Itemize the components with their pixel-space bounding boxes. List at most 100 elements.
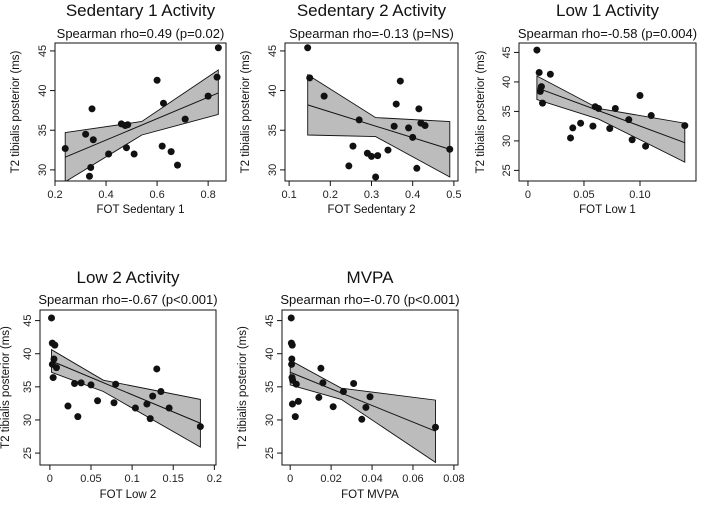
- data-point: [64, 402, 72, 410]
- x-tick-label: 0: [287, 473, 293, 485]
- x-tick-label: 0.3: [364, 189, 379, 201]
- data-point: [413, 164, 421, 172]
- y-tick-label: 45: [267, 45, 279, 57]
- plot-frame: [518, 42, 697, 182]
- data-point: [52, 364, 60, 372]
- panel-subtitle: Spearman rho=-0.58 (p=0.004): [518, 26, 697, 41]
- panel-title: Sedentary 2 Activity: [297, 1, 447, 20]
- y-tick-label: 40: [267, 84, 279, 96]
- y-tick-label: 40: [22, 348, 34, 360]
- regression-line: [536, 87, 685, 144]
- data-point: [181, 115, 189, 123]
- data-point: [291, 413, 299, 421]
- x-axis-label: FOT MVPA: [341, 489, 399, 501]
- data-point: [48, 314, 56, 322]
- data-point: [112, 380, 120, 388]
- data-point: [345, 162, 353, 170]
- data-point: [304, 44, 312, 52]
- data-point: [61, 144, 69, 152]
- confidence-band: [289, 359, 436, 464]
- plot-frame: [39, 309, 217, 466]
- x-tick-label: 0: [525, 189, 531, 201]
- x-tick-label: 0: [47, 473, 53, 485]
- y-tick-label: 45: [37, 45, 49, 57]
- x-tick-label: 0.4: [98, 189, 113, 201]
- panel-1: Sedentary 1 Activity Spearman rho=0.49 (p…: [10, 1, 227, 216]
- data-point: [392, 100, 400, 108]
- data-point: [366, 393, 374, 401]
- y-tick-label: 40: [264, 348, 276, 360]
- y-tick-label: 25: [264, 447, 276, 459]
- x-tick-label: 0.1: [281, 189, 296, 201]
- data-point: [358, 415, 366, 423]
- plot-frame: [281, 309, 459, 466]
- data-point: [372, 173, 380, 181]
- panel-title: MVPA: [347, 268, 395, 287]
- data-point: [535, 68, 543, 76]
- data-point: [350, 380, 358, 388]
- data-point: [339, 387, 347, 395]
- regression-line: [51, 360, 201, 424]
- x-tick-label: 0.5: [446, 189, 461, 201]
- plot-frame: [54, 42, 227, 182]
- data-point: [374, 152, 382, 160]
- panel-subtitle: Spearman rho=-0.70 (p<0.001): [280, 292, 459, 307]
- data-point: [319, 379, 327, 387]
- data-point: [167, 148, 175, 156]
- data-point: [384, 146, 392, 154]
- data-point: [349, 142, 357, 150]
- data-point: [82, 130, 90, 138]
- data-point: [51, 341, 59, 349]
- x-tick-label: 0.8: [200, 189, 215, 201]
- panel-3: Low 1 Activity Spearman rho=-0.58 (p=0.00…: [475, 1, 697, 216]
- data-point: [49, 374, 57, 382]
- data-point: [320, 92, 328, 100]
- data-point: [149, 392, 157, 400]
- data-point: [146, 415, 154, 423]
- data-point: [642, 142, 650, 150]
- panel-subtitle: Spearman rho=-0.67 (p<0.001): [38, 292, 217, 307]
- data-point: [130, 150, 138, 158]
- data-point: [315, 393, 323, 401]
- data-point: [595, 104, 603, 112]
- x-axis-label: FOT Sedentary 1: [97, 204, 185, 216]
- panel-2: Sedentary 2 Activity Spearman rho=-0.13 (…: [240, 1, 462, 216]
- data-point: [110, 399, 118, 407]
- data-point: [74, 413, 82, 421]
- x-tick-label: 0.06: [402, 473, 423, 485]
- data-point: [317, 364, 325, 372]
- data-point: [87, 164, 95, 172]
- y-tick-label: 35: [264, 381, 276, 393]
- y-tick-label: 30: [22, 414, 34, 426]
- x-tick-label: 0.2: [47, 189, 62, 201]
- panel-subtitle: Spearman rho=0.49 (p=0.02): [57, 26, 225, 41]
- data-point: [213, 73, 221, 81]
- data-point: [546, 70, 554, 78]
- data-point: [567, 134, 575, 142]
- data-point: [431, 423, 439, 431]
- data-point: [306, 74, 314, 82]
- data-point: [87, 381, 95, 389]
- panel-title: Low 2 Activity: [77, 268, 180, 287]
- data-point: [362, 403, 370, 411]
- data-point: [85, 172, 93, 180]
- data-point: [158, 142, 166, 150]
- data-point: [628, 136, 636, 144]
- y-axis-label: T2 tibialis posterior (ms): [475, 50, 487, 173]
- confidence-band: [51, 348, 201, 448]
- y-tick-label: 30: [37, 164, 49, 176]
- confidence-band: [307, 73, 451, 178]
- data-point: [292, 380, 300, 388]
- data-point: [396, 77, 404, 85]
- panel-5: MVPA Spearman rho=-0.70 (p<0.001) 0 0.02 0.0…: [237, 268, 465, 501]
- y-tick-label: 30: [264, 414, 276, 426]
- data-point: [287, 314, 295, 322]
- x-tick-label: 0.05: [80, 473, 101, 485]
- data-point: [537, 83, 545, 91]
- data-point: [174, 161, 182, 169]
- confidence-band: [536, 75, 686, 163]
- data-point: [409, 133, 417, 141]
- data-point: [288, 341, 296, 349]
- data-point: [165, 404, 173, 412]
- y-tick-label: 40: [37, 84, 49, 96]
